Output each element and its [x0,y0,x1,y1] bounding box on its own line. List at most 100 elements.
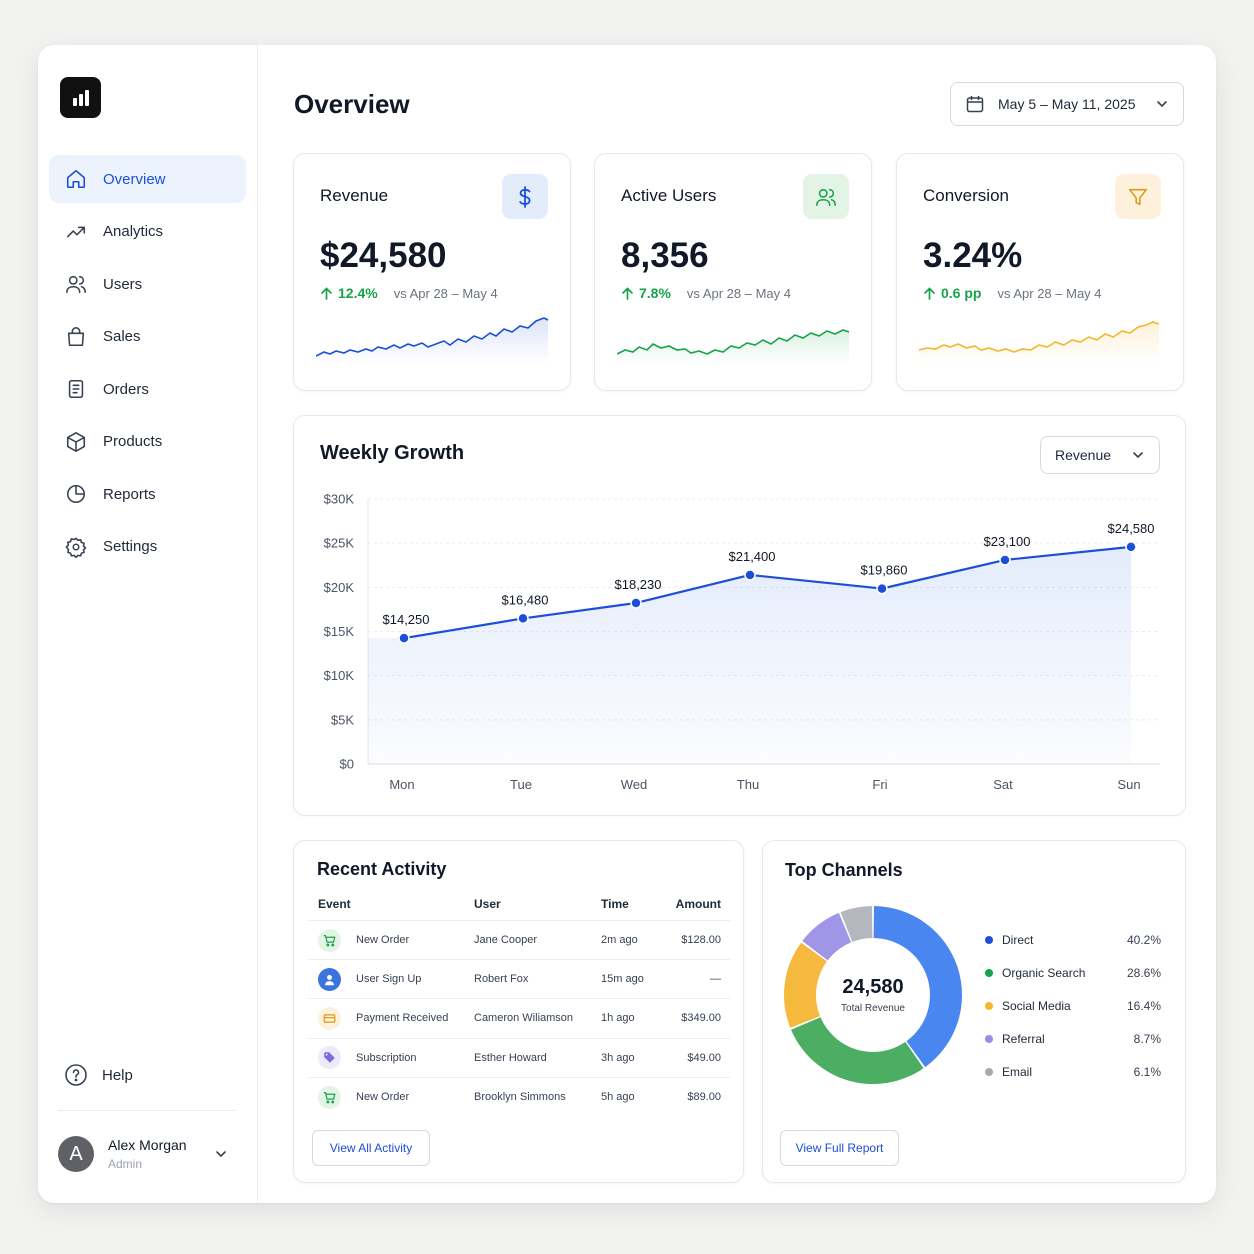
box-icon [66,431,86,452]
data-label: $19,860 [861,563,908,578]
channels-donut-chart [784,906,962,1084]
x-tick-label: Sat [993,777,1013,792]
data-point [398,632,410,644]
kpi-value: 8,356 [621,236,709,275]
table-row[interactable]: Subscription Esther Howard 3h ago $49.00 [308,1039,730,1078]
sidebar: Overview Analytics Users Sales Orders Pr… [38,45,258,1203]
column-header-event[interactable]: Event [318,896,351,911]
active-users-sparkline [617,329,850,364]
legend-dot [985,935,993,944]
table-row[interactable]: Payment Received Cameron Wiliamson 1h ag… [308,999,730,1039]
help-link[interactable]: Help [64,1063,133,1087]
kpi-icon-badge [502,174,548,219]
data-point [630,597,642,609]
app-logo[interactable] [60,77,101,118]
activity-table: Event User Time Amount New Order Jane Co… [308,887,730,1117]
view-full-report-button[interactable]: View Full Report [780,1130,899,1166]
sidebar-nav: Overview Analytics Users Sales Orders Pr… [49,155,246,575]
view-all-activity-button[interactable]: View All Activity [312,1130,430,1166]
y-tick-label: $20K [324,580,355,595]
column-header-time[interactable]: Time [601,896,629,911]
user-profile[interactable]: A Alex Morgan Admin [58,1134,236,1174]
date-range-picker[interactable]: May 5 – May 11, 2025 [950,82,1184,126]
legend-value: 6.1% [1133,1064,1161,1079]
cart-icon [318,928,341,952]
channels-legend: Direct 40.2% Organic Search 28.6% Social… [985,923,1161,1088]
sidebar-item-orders[interactable]: Orders [49,365,246,413]
section-title: Recent Activity [317,859,447,879]
chevron-down-icon [1133,452,1143,459]
data-label: $14,250 [383,612,430,627]
kpi-title: Active Users [621,186,717,205]
sidebar-item-settings[interactable]: Settings [49,523,246,571]
x-tick-label: Tue [510,777,532,792]
kpi-compare-label: vs Apr 28 – May 4 [686,285,791,301]
sidebar-item-products[interactable]: Products [49,418,246,466]
y-tick-label: $5K [331,712,354,727]
legend-label: Direct [1002,932,1034,947]
sidebar-item-analytics[interactable]: Analytics [49,208,246,256]
table-row[interactable]: New Order Jane Cooper 2m ago $128.00 [308,921,730,961]
data-point [999,554,1011,566]
column-header-amount[interactable]: Amount [675,896,721,911]
document-list-icon [68,379,84,399]
sidebar-item-reports[interactable]: Reports [49,470,246,518]
x-tick-label: Wed [621,777,648,792]
metric-select-value: Revenue [1055,447,1112,463]
y-tick-label: $30K [324,492,355,507]
data-point [1125,541,1137,553]
event-name: Payment Received [356,1012,449,1025]
event-time: 1h ago [601,1012,635,1025]
tag-icon [318,1046,341,1070]
help-circle-icon [65,1064,87,1086]
sidebar-item-label: Overview [103,170,166,188]
arrow-up-icon [321,286,332,300]
user-name: Alex Morgan [108,1137,187,1153]
y-tick-label: $0 [340,757,354,772]
donut-slice-email[interactable] [840,906,873,942]
donut-slice-organic-search[interactable] [791,1017,924,1084]
column-header-user[interactable]: User [474,896,501,911]
kpi-delta-value: 12.4% [338,285,378,301]
donut-center: 24,580 Total Revenue [781,903,965,1087]
legend-value: 40.2% [1126,932,1161,947]
legend-label: Referral [1002,1031,1045,1046]
data-point [876,582,888,595]
legend-dot [985,968,993,977]
legend-value: 28.6% [1126,965,1161,980]
sidebar-item-sales[interactable]: Sales [49,313,246,361]
chevron-down-icon [1157,101,1167,108]
event-amount: $349.00 [681,1012,721,1025]
kpi-delta: 12.4% vs Apr 28 – May 4 [320,285,498,301]
donut-slice-social-media[interactable] [784,942,827,1028]
y-tick-label: $15K [324,624,355,639]
y-tick-label: $25K [324,536,355,551]
donut-total-label: Total Revenue [841,1003,905,1014]
divider [58,1110,236,1111]
x-tick-label: Sun [1117,777,1140,792]
kpi-card-revenue: Revenue $24,580 12.4% vs Apr 28 – May 4 [293,153,571,391]
kpi-compare-label: vs Apr 28 – May 4 [393,285,498,301]
legend-value: 8.7% [1133,1031,1161,1046]
cart-icon [318,1085,341,1109]
pie-chart-icon [66,484,86,504]
kpi-delta-value: 7.8% [639,285,671,301]
data-label: $23,100 [984,534,1031,549]
avatar: A [58,1136,94,1172]
sidebar-item-users[interactable]: Users [49,260,246,308]
x-tick-label: Thu [737,777,759,792]
revenue-sparkline [316,317,549,364]
event-name: User Sign Up [356,973,422,986]
metric-select[interactable]: Revenue [1040,436,1160,474]
chevron-down-icon[interactable] [214,1147,228,1161]
kpi-icon-badge [803,174,849,219]
sidebar-item-overview[interactable]: Overview [49,155,246,203]
event-user: Esther Howard [474,1051,547,1064]
event-time: 15m ago [601,973,644,986]
kpi-title: Conversion [923,186,1009,205]
donut-slice-referral[interactable] [802,912,852,961]
donut-slice-direct[interactable] [873,906,962,1068]
arrow-up-icon [924,286,935,300]
table-row[interactable]: New Order Brooklyn Simmons 5h ago $89.00 [308,1078,730,1117]
table-row[interactable]: User Sign Up Robert Fox 15m ago — [308,960,730,1000]
